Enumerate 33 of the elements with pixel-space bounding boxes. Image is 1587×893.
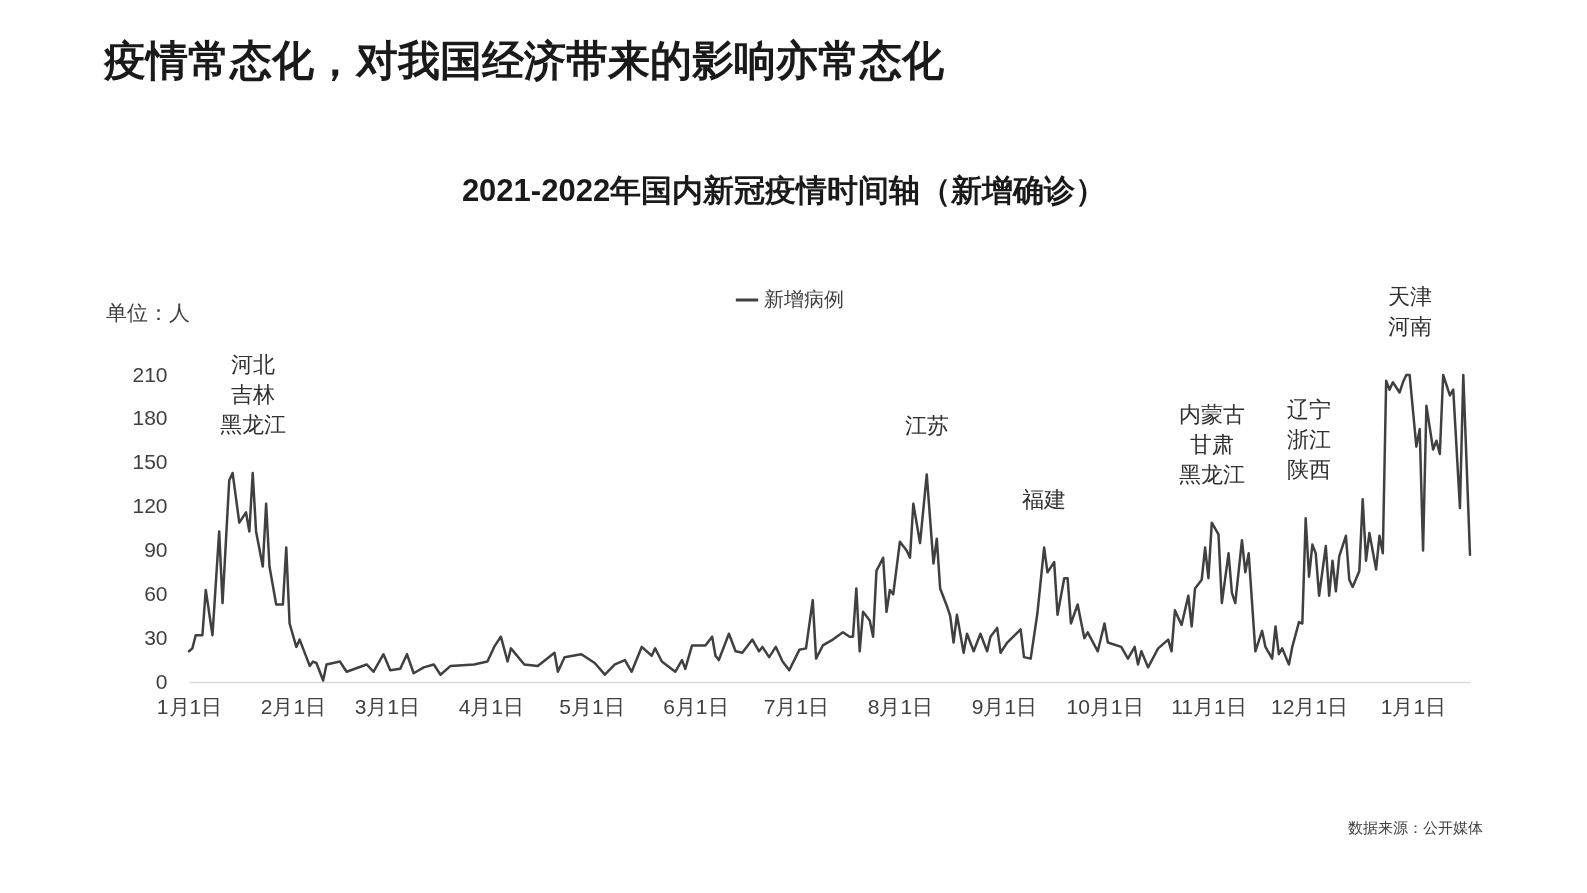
x-tick-label: 1月1日 (156, 694, 223, 718)
y-tick-label: 150 (132, 450, 168, 474)
x-tick-label: 10月1日 (1066, 694, 1144, 718)
x-tick-label: 3月1日 (354, 694, 421, 718)
y-axis-title: 单位：人 (105, 300, 190, 324)
annotation: 福建 (1022, 486, 1067, 512)
x-tick-label: 9月1日 (971, 694, 1038, 718)
x-tick-label: 7月1日 (763, 694, 830, 718)
annotation: 江苏 (904, 413, 949, 439)
annotation: 辽宁浙江陕西 (1287, 397, 1332, 483)
legend-label: 新增病例 (764, 288, 844, 310)
y-tick-label: 30 (144, 625, 168, 649)
source-note: 数据来源：公开媒体 (1348, 819, 1483, 836)
x-tick-label: 12月1日 (1271, 694, 1349, 718)
x-tick-label: 5月1日 (559, 694, 625, 718)
y-tick-label: 0 (155, 669, 168, 693)
x-tick-label: 8月1日 (867, 694, 934, 718)
y-tick-label: 60 (144, 581, 168, 605)
y-tick-label: 90 (144, 537, 168, 561)
chart-title: 疫情常态化，对我国经济带来的影响亦常态化 (103, 37, 945, 84)
y-tick-label: 210 (132, 362, 168, 386)
x-tick-label: 4月1日 (458, 694, 524, 718)
x-tick-label: 1月1日 (1380, 694, 1447, 718)
x-tick-label: 6月1日 (663, 694, 729, 718)
x-tick-label: 2月1日 (260, 694, 327, 718)
line-series (187, 373, 1472, 682)
y-tick-label: 120 (132, 494, 168, 518)
y-tick-label: 180 (132, 406, 168, 430)
chart-subtitle: 2021-2022年国内新冠疫情时间轴（新增确诊） (461, 173, 1107, 208)
annotation: 河北吉林黑龙江 (219, 351, 286, 437)
annotation: 内蒙古甘肃黑龙江 (1178, 401, 1245, 487)
x-tick-label: 11月1日 (1171, 694, 1247, 718)
annotation: 天津河南 (1387, 284, 1432, 339)
